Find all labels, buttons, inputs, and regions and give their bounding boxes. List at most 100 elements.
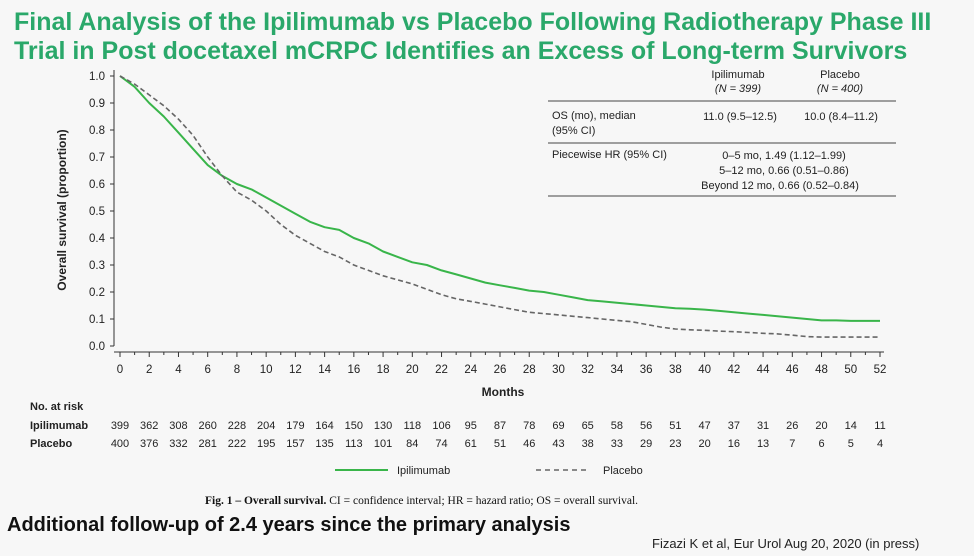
risk-value-ipilimumab: 118 — [404, 420, 422, 432]
figure-caption-text: CI = confidence interval; HR = hazard ra… — [326, 495, 639, 507]
x-tick-label: 26 — [494, 364, 507, 376]
risk-value-ipilimumab: 228 — [228, 420, 246, 432]
x-tick-label: 10 — [260, 364, 273, 376]
x-tick-label: 28 — [523, 364, 536, 376]
x-tick-label: 6 — [204, 364, 210, 376]
x-tick-label: 52 — [874, 364, 887, 376]
y-tick-label: 0.5 — [89, 206, 105, 218]
risk-value-ipilimumab: 362 — [140, 420, 158, 432]
risk-value-ipilimumab: 164 — [315, 420, 333, 432]
follow-up-note: Additional follow-up of 2.4 years since … — [7, 514, 571, 536]
series-line-ipilimumab — [119, 75, 880, 322]
risk-value-placebo: 33 — [611, 438, 623, 450]
x-tick-label: 12 — [289, 364, 302, 376]
figure-caption-prefix: Fig. 1 – Overall survival. — [205, 495, 327, 507]
risk-value-ipilimumab: 51 — [669, 420, 681, 432]
risk-value-placebo: 113 — [345, 438, 363, 450]
y-tick-label: 1.0 — [89, 71, 105, 83]
risk-value-ipilimumab: 14 — [845, 420, 857, 432]
risk-value-placebo: 46 — [523, 438, 535, 450]
x-tick-label: 38 — [669, 364, 682, 376]
risk-value-placebo: 84 — [406, 438, 418, 450]
inset-row2-label: Piecewise HR (95% CI) — [552, 149, 667, 161]
figure-caption: Fig. 1 – Overall survival. CI = confiden… — [205, 495, 638, 507]
x-tick-label: 8 — [234, 364, 240, 376]
inset-row2-line3: Beyond 12 mo, 0.66 (0.52–0.84) — [701, 180, 859, 192]
x-tick-label: 0 — [117, 364, 123, 376]
inset-col2-header: Placebo — [820, 69, 860, 81]
risk-value-placebo: 332 — [169, 438, 187, 450]
risk-value-ipilimumab: 150 — [345, 420, 363, 432]
x-tick-label: 32 — [581, 364, 594, 376]
legend-label-placebo: Placebo — [603, 465, 643, 477]
risk-value-placebo: 74 — [435, 438, 447, 450]
risk-value-placebo: 61 — [465, 438, 477, 450]
risk-value-ipilimumab: 11 — [874, 420, 885, 432]
risk-value-ipilimumab: 58 — [611, 420, 623, 432]
risk-row-label-placebo: Placebo — [30, 438, 72, 450]
x-tick-label: 46 — [786, 364, 799, 376]
series-line-placebo — [119, 75, 880, 338]
x-tick-label: 36 — [640, 364, 653, 376]
risk-value-ipilimumab: 95 — [465, 420, 477, 432]
risk-value-placebo: 157 — [286, 438, 304, 450]
inset-row1-label-ci: (95% CI) — [552, 125, 595, 137]
x-tick-label: 22 — [435, 364, 448, 376]
risk-value-ipilimumab: 260 — [199, 420, 217, 432]
risk-value-ipilimumab: 47 — [698, 420, 710, 432]
y-tick-label: 0.4 — [89, 233, 106, 245]
risk-value-ipilimumab: 204 — [257, 420, 275, 432]
x-tick-label: 42 — [727, 364, 740, 376]
risk-value-placebo: 4 — [877, 438, 883, 450]
risk-value-ipilimumab: 130 — [374, 420, 392, 432]
citation: Fizazi K et al, Eur Urol Aug 20, 2020 (i… — [652, 536, 920, 551]
y-tick-label: 0.6 — [89, 179, 105, 191]
risk-value-ipilimumab: 78 — [523, 420, 535, 432]
risk-value-ipilimumab: 65 — [582, 420, 594, 432]
inset-row1-ipilimumab: 11.0 (9.5–12.5) — [703, 111, 777, 123]
risk-table: No. at risk Ipilimumab Placebo 399 362 308… — [30, 401, 886, 450]
inset-row2-line1: 0–5 mo, 1.49 (1.12–1.99) — [722, 150, 846, 162]
risk-value-placebo: 51 — [494, 438, 506, 450]
risk-value-placebo: 281 — [199, 438, 217, 450]
risk-value-placebo: 23 — [669, 438, 681, 450]
risk-values: 399 362 308 260 228 204 179 164 150 130 118 106 95 87… — [111, 420, 886, 450]
risk-value-placebo: 400 — [111, 438, 129, 450]
y-tick-label: 0.1 — [89, 314, 105, 326]
risk-value-ipilimumab: 399 — [111, 420, 129, 432]
x-tick-label: 50 — [844, 364, 857, 376]
y-tick-label: 0.3 — [89, 260, 105, 272]
legend-label-ipilimumab: Ipilimumab — [397, 465, 450, 477]
x-tick-label: 18 — [377, 364, 390, 376]
risk-value-ipilimumab: 31 — [757, 420, 769, 432]
risk-value-ipilimumab: 106 — [432, 420, 450, 432]
risk-value-placebo: 38 — [582, 438, 594, 450]
chart-legend: Ipilimumab Placebo — [335, 465, 643, 477]
risk-value-placebo: 376 — [140, 438, 158, 450]
risk-value-placebo: 16 — [728, 438, 740, 450]
x-tick-label: 48 — [815, 364, 828, 376]
slide-title: Final Analysis of the Ipilimumab vs Plac… — [14, 8, 964, 66]
slide-title-line-2: Trial in Post docetaxel mCRPC Identifies… — [14, 37, 908, 65]
x-tick-label: 44 — [757, 364, 770, 376]
risk-value-placebo: 7 — [789, 438, 795, 450]
slide-title-line-1: Final Analysis of the Ipilimumab vs Plac… — [14, 8, 932, 36]
risk-value-ipilimumab: 26 — [786, 420, 798, 432]
x-tick-label: 20 — [406, 364, 419, 376]
inset-col1-n: (N = 399) — [715, 83, 761, 95]
risk-value-ipilimumab: 37 — [728, 420, 740, 432]
risk-value-placebo: 13 — [757, 438, 769, 450]
x-tick-label: 34 — [611, 364, 624, 376]
x-tick-label: 16 — [347, 364, 360, 376]
risk-value-placebo: 5 — [848, 438, 854, 450]
risk-row-label-ipilimumab: Ipilimumab — [30, 420, 88, 432]
x-axis-label: Months — [482, 385, 525, 399]
y-axis-label: Overall survival (proportion) — [55, 129, 69, 290]
risk-table-header: No. at risk — [30, 401, 84, 413]
inset-col2-n: (N = 400) — [817, 83, 863, 95]
y-tick-label: 0.2 — [89, 287, 105, 299]
risk-value-ipilimumab: 87 — [494, 420, 506, 432]
risk-value-ipilimumab: 56 — [640, 420, 652, 432]
x-tick-label: 14 — [318, 364, 331, 376]
risk-value-ipilimumab: 308 — [169, 420, 187, 432]
